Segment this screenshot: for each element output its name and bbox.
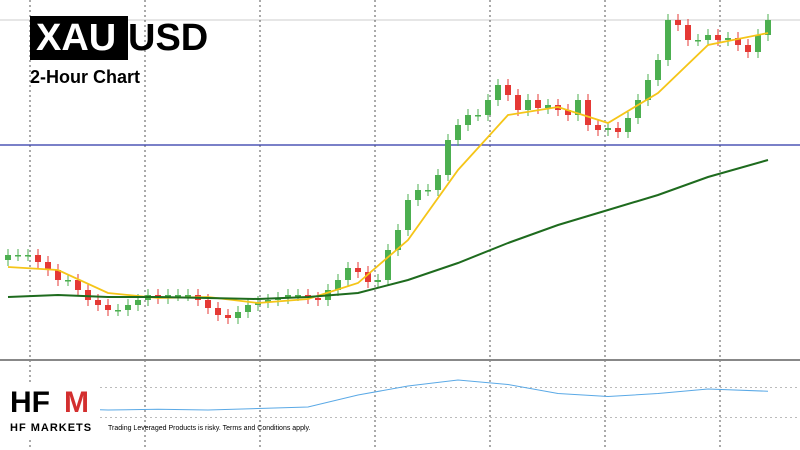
candle-body <box>605 128 611 130</box>
moving-average <box>7 159 769 301</box>
candle-body <box>645 80 651 100</box>
candle-body <box>565 110 571 115</box>
candle-body <box>525 100 531 110</box>
symbol-base: XAU <box>36 17 116 59</box>
candle-body <box>365 272 371 282</box>
logo-right: M <box>64 386 89 419</box>
candle-body <box>115 310 121 312</box>
candle-body <box>235 312 241 318</box>
candle-body <box>425 190 431 192</box>
candle-body <box>225 315 231 318</box>
candle-body <box>385 250 391 280</box>
candle-body <box>495 85 501 100</box>
candle-body <box>415 190 421 200</box>
brand: HF MARKETS <box>10 422 92 434</box>
logo-left: HF <box>10 386 50 419</box>
candle-body <box>725 38 731 40</box>
candle-body <box>695 40 701 42</box>
symbol-box <box>30 16 128 60</box>
candle-body <box>465 115 471 125</box>
logo-bg <box>0 382 100 438</box>
candle-body <box>265 300 271 302</box>
candle-body <box>45 262 51 270</box>
candle-body <box>315 298 321 300</box>
candle-body <box>65 280 71 282</box>
candle-body <box>455 125 461 140</box>
candle-body <box>35 255 41 262</box>
plot <box>0 14 800 418</box>
candle-body <box>745 45 751 52</box>
candle-body <box>615 128 621 132</box>
candle-body <box>5 255 11 260</box>
candle-body <box>185 295 191 297</box>
candle-body <box>625 118 631 132</box>
candle-body <box>635 100 641 118</box>
candle-body <box>85 290 91 300</box>
candle-body <box>205 300 211 308</box>
candle-body <box>345 268 351 280</box>
candle-body <box>665 20 671 60</box>
candle-body <box>245 305 251 312</box>
candle-body <box>715 35 721 40</box>
candle-body <box>705 35 711 40</box>
candle-body <box>215 308 221 315</box>
candle-body <box>375 280 381 282</box>
candle-body <box>675 20 681 25</box>
candle-body <box>595 125 601 130</box>
vertical-grid <box>29 0 721 450</box>
candle-body <box>105 305 111 310</box>
candle-body <box>545 105 551 108</box>
candle-body <box>765 20 771 35</box>
candle-body <box>135 300 141 305</box>
candle-body <box>55 270 61 280</box>
candle-body <box>485 100 491 115</box>
candle-body <box>395 230 401 250</box>
candle-body <box>445 140 451 175</box>
candle-body <box>535 100 541 108</box>
candle-body <box>25 255 31 257</box>
candle-body <box>405 200 411 230</box>
moving-average <box>7 32 769 304</box>
candle-body <box>355 268 361 272</box>
candle-body <box>505 85 511 95</box>
candle-body <box>285 295 291 298</box>
candle-body <box>295 295 301 297</box>
candle-body <box>585 100 591 125</box>
candle-body <box>735 38 741 45</box>
candle-body <box>655 60 661 80</box>
candle-body <box>75 280 81 290</box>
candle-body <box>575 100 581 115</box>
disclaimer: Trading Leveraged Products is risky. Ter… <box>108 425 311 432</box>
candle-body <box>435 175 441 190</box>
candle-body <box>335 280 341 290</box>
candle-body <box>95 300 101 305</box>
candle-body <box>515 95 521 110</box>
candle-body <box>685 25 691 40</box>
candle-body <box>175 295 181 297</box>
oscillator-line <box>7 379 769 411</box>
subtitle: 2-Hour Chart <box>30 67 140 87</box>
candle-body <box>125 305 131 310</box>
candle-body <box>755 35 761 52</box>
candle-body <box>475 115 481 117</box>
symbol-quote: USD <box>128 17 208 59</box>
candle-body <box>15 255 21 257</box>
